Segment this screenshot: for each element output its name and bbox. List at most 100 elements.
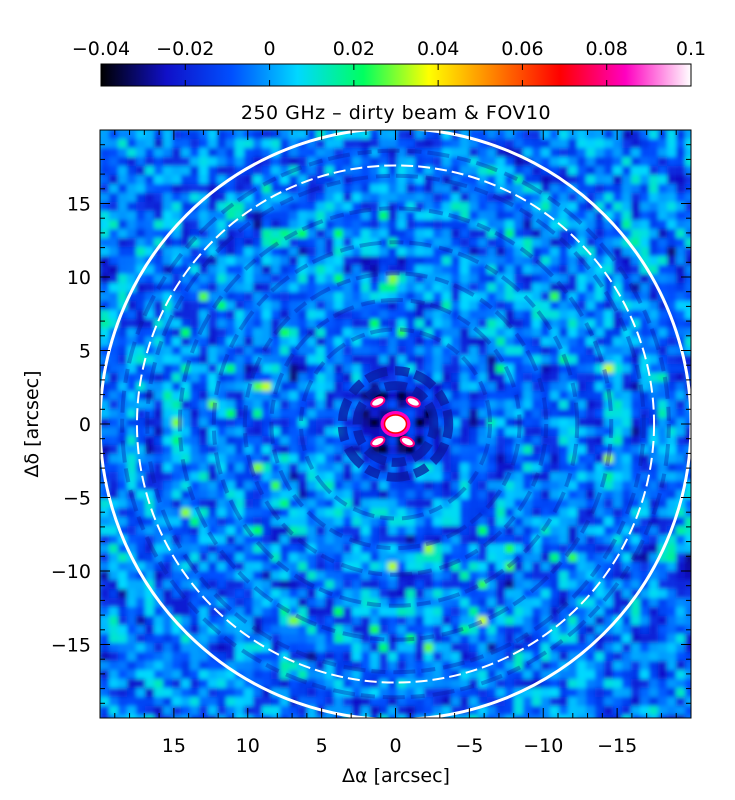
heatmap-cell (334, 634, 344, 644)
heatmap-cell (352, 580, 362, 590)
heatmap-cell (217, 670, 227, 680)
heatmap-cell (667, 220, 677, 230)
heatmap-cell (289, 652, 299, 662)
heatmap-cell (496, 661, 506, 671)
heatmap-cell (307, 283, 317, 293)
heatmap-cell (109, 472, 119, 482)
heatmap-cell (667, 148, 677, 158)
heatmap-cell (559, 688, 569, 698)
heatmap-cell (469, 688, 479, 698)
heatmap-cell (253, 301, 263, 311)
heatmap-cell (118, 634, 128, 644)
heatmap-cell (271, 481, 281, 491)
heatmap-cell (595, 625, 605, 635)
heatmap-cell (586, 544, 596, 554)
heatmap-cell (190, 328, 200, 338)
heatmap-cell (244, 409, 254, 419)
heatmap-cell (523, 679, 533, 689)
heatmap-cell (118, 130, 128, 140)
heatmap-cell (631, 355, 641, 365)
heatmap-cell (622, 598, 632, 608)
heatmap-cell (523, 229, 533, 239)
heatmap-cell (361, 589, 371, 599)
heatmap-cell (568, 148, 578, 158)
heatmap-cell (415, 409, 425, 419)
heatmap-cell (343, 679, 353, 689)
heatmap-cell (496, 571, 506, 581)
heatmap-cell (172, 256, 182, 266)
heatmap-cell (541, 202, 551, 212)
heatmap-cell (577, 643, 587, 653)
x-tick-label: −15 (597, 735, 637, 757)
heatmap-cell (379, 373, 389, 383)
heatmap-cell (424, 292, 434, 302)
heatmap-cell (136, 130, 146, 140)
heatmap-cell (307, 202, 317, 212)
heatmap-cell (316, 211, 326, 221)
heatmap-cell (613, 445, 623, 455)
heatmap-cell (460, 328, 470, 338)
heatmap-cell (136, 328, 146, 338)
heatmap-cell (676, 634, 686, 644)
heatmap-cell (370, 310, 380, 320)
heatmap-cell (280, 490, 290, 500)
heatmap-cell (172, 553, 182, 563)
heatmap-cell (604, 436, 614, 446)
heatmap-cell (451, 508, 461, 518)
heatmap-cell (586, 715, 596, 718)
heatmap-cell (406, 661, 416, 671)
x-tick-label: 10 (236, 735, 260, 757)
heatmap-cell (649, 544, 659, 554)
heatmap-cell (586, 256, 596, 266)
heatmap-cell (199, 166, 209, 176)
heatmap-cell (568, 193, 578, 203)
heatmap-cell (424, 499, 434, 509)
heatmap-cell (190, 337, 200, 347)
heatmap-cell (532, 337, 542, 347)
heatmap-cell (577, 373, 587, 383)
heatmap-cell (388, 130, 398, 140)
heatmap-cell (559, 202, 569, 212)
heatmap-cell (172, 211, 182, 221)
heatmap-cell (433, 490, 443, 500)
heatmap-cell (442, 706, 452, 716)
heatmap-cell (532, 391, 542, 401)
heatmap-cell (118, 562, 128, 572)
heatmap-cell (433, 364, 443, 374)
heatmap-cell (451, 157, 461, 167)
heatmap-cell (604, 679, 614, 689)
heatmap-cell (640, 382, 650, 392)
heatmap-cell (217, 499, 227, 509)
heatmap-cell (577, 148, 587, 158)
heatmap-cell (163, 427, 173, 437)
heatmap-cell (478, 616, 488, 626)
heatmap-cell (379, 130, 389, 140)
heatmap-cell (505, 625, 515, 635)
heatmap-cell (100, 544, 110, 554)
heatmap-cell (181, 373, 191, 383)
heatmap-cell (460, 526, 470, 536)
heatmap-cell (172, 481, 182, 491)
heatmap-cell (316, 526, 326, 536)
heatmap-cell (433, 688, 443, 698)
heatmap-cell (253, 580, 263, 590)
heatmap-cell (361, 211, 371, 221)
heatmap-cell (334, 184, 344, 194)
heatmap-cell (406, 679, 416, 689)
heatmap-cell (397, 535, 407, 545)
heatmap-cell (253, 274, 263, 284)
heatmap-cell (352, 697, 362, 707)
heatmap-cell (361, 490, 371, 500)
heatmap-cell (307, 490, 317, 500)
heatmap-cell (280, 481, 290, 491)
heatmap-cell (487, 643, 497, 653)
heatmap-cell (235, 301, 245, 311)
heatmap-cell (469, 436, 479, 446)
heatmap-cell (136, 679, 146, 689)
heatmap-cell (685, 427, 691, 437)
heatmap-cell (685, 436, 691, 446)
heatmap-cell (316, 715, 326, 718)
heatmap-cell (676, 580, 686, 590)
heatmap-cell (415, 499, 425, 509)
heatmap-cell (469, 175, 479, 185)
